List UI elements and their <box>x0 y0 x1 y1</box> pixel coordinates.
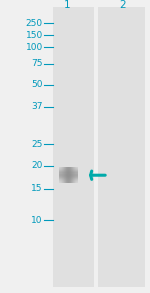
Text: 20: 20 <box>31 161 43 170</box>
Bar <box>74 167 75 183</box>
Bar <box>77 167 78 183</box>
Bar <box>72 167 73 183</box>
Bar <box>58 168 78 169</box>
Bar <box>58 175 78 176</box>
Bar <box>69 167 70 183</box>
Bar <box>70 167 71 183</box>
Text: 10: 10 <box>31 216 43 225</box>
Bar <box>62 167 63 183</box>
Text: 100: 100 <box>26 43 43 52</box>
Bar <box>94 7 98 287</box>
Bar <box>66 167 67 183</box>
Bar <box>60 167 61 183</box>
Bar <box>64 167 65 183</box>
Bar <box>59 167 60 183</box>
Bar <box>58 180 78 181</box>
Bar <box>68 167 69 183</box>
Text: 250: 250 <box>26 19 43 28</box>
Bar <box>58 176 78 177</box>
Bar <box>58 179 78 180</box>
Bar <box>58 177 78 178</box>
Text: 1: 1 <box>63 0 70 10</box>
Bar <box>58 181 78 182</box>
Text: 75: 75 <box>31 59 43 68</box>
Bar <box>58 167 59 183</box>
Text: 2: 2 <box>120 0 126 10</box>
Text: 150: 150 <box>26 31 43 40</box>
Bar <box>58 173 78 175</box>
Bar <box>65 167 66 183</box>
Text: 50: 50 <box>31 81 43 89</box>
Text: 25: 25 <box>31 140 43 149</box>
Bar <box>53 7 145 287</box>
Bar <box>71 167 72 183</box>
Bar <box>61 167 62 183</box>
Bar <box>73 167 74 183</box>
Bar <box>58 170 78 171</box>
Bar <box>58 178 78 179</box>
Bar <box>76 167 77 183</box>
Bar <box>58 171 78 173</box>
Bar <box>58 167 78 168</box>
Bar <box>63 167 64 183</box>
Bar <box>58 169 78 170</box>
Bar <box>67 167 68 183</box>
Bar <box>58 182 78 183</box>
Text: 37: 37 <box>31 102 43 111</box>
Bar <box>75 167 76 183</box>
Text: 15: 15 <box>31 184 43 193</box>
